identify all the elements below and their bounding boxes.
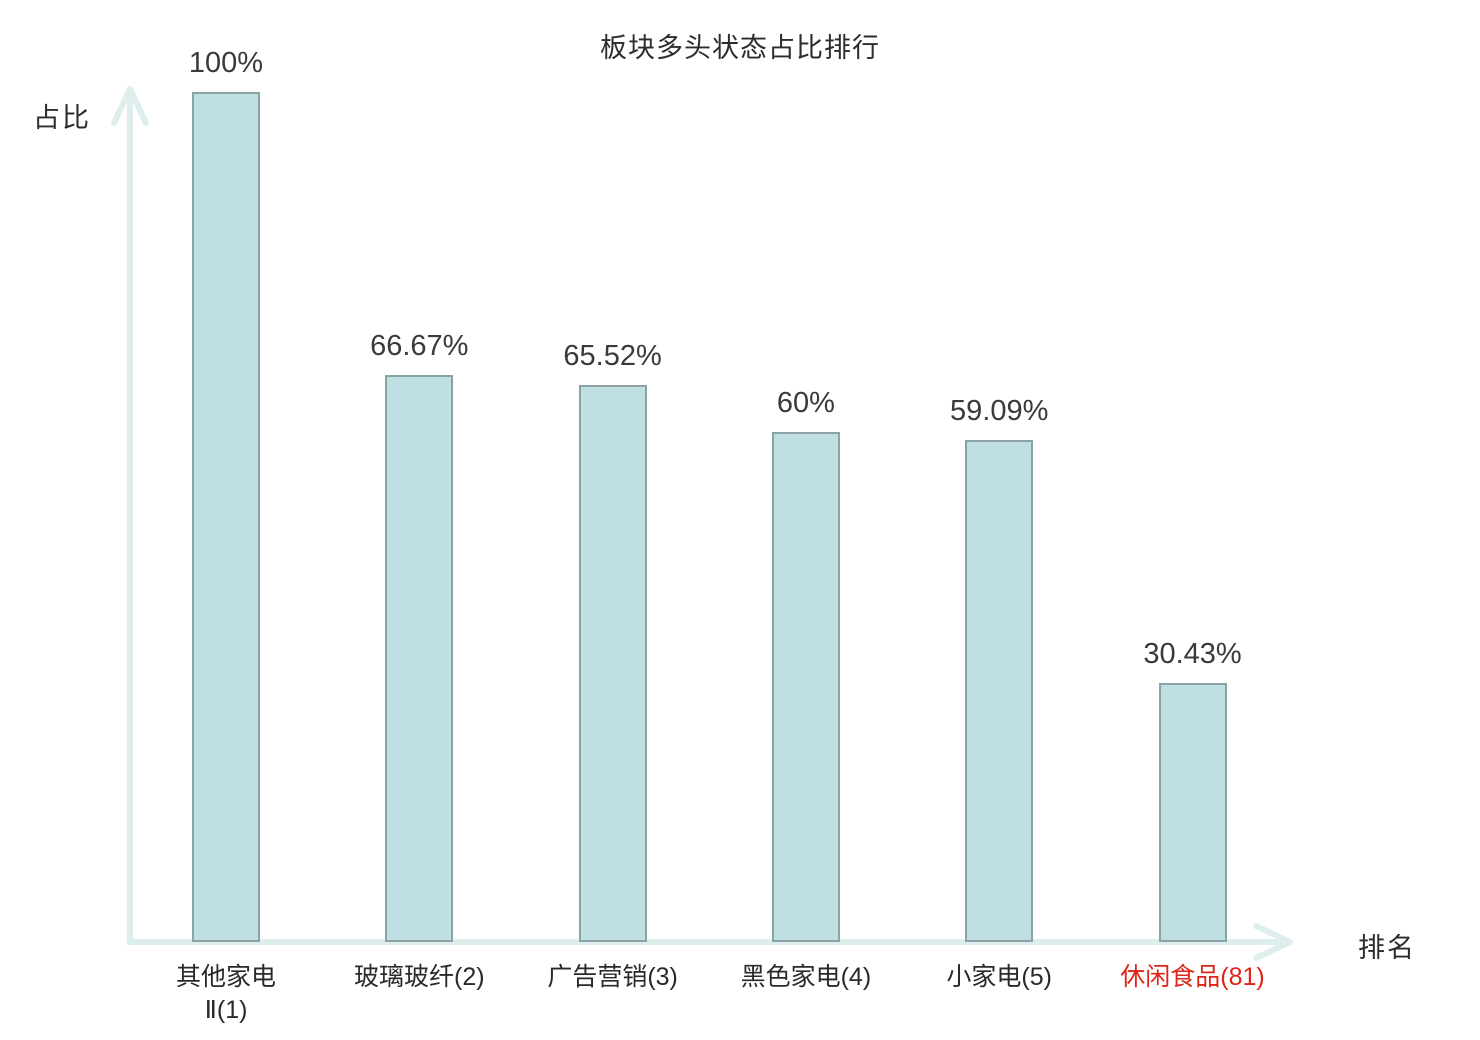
y-axis-arrow xyxy=(111,86,149,944)
bar-value-label-5: 59.09% xyxy=(950,394,1049,427)
y-axis-label: 占比 xyxy=(33,103,91,133)
bar-value-label-1: 100% xyxy=(188,47,264,79)
bar-2 xyxy=(385,375,454,942)
bar-6 xyxy=(1158,683,1227,942)
chart-title: 板块多头状态占比排行 xyxy=(600,33,880,63)
bar-5 xyxy=(965,439,1034,942)
category-label-3: 广告营销(3) xyxy=(547,963,678,991)
category-label-5: 小家电(5) xyxy=(946,963,1052,991)
bar-value-label-2: 66.67% xyxy=(370,330,469,363)
category-label-4: 黑色家电(4) xyxy=(740,963,872,991)
category-label-1: 其他家电 Ⅱ(1) xyxy=(175,963,276,1024)
bar-value-label-4: 60% xyxy=(776,387,835,419)
x-axis-arrow xyxy=(127,923,1293,961)
bar-4 xyxy=(771,432,840,942)
bar-value-label-3: 65.52% xyxy=(563,340,662,373)
category-label-6: 休闲食品(81) xyxy=(1120,963,1265,991)
x-axis-label: 排名 xyxy=(1358,933,1416,963)
bar-1 xyxy=(192,92,260,942)
category-label-2: 玻璃玻纤(2) xyxy=(354,963,485,991)
bar-3 xyxy=(578,385,647,942)
bar-value-label-6: 30.43% xyxy=(1143,638,1242,671)
